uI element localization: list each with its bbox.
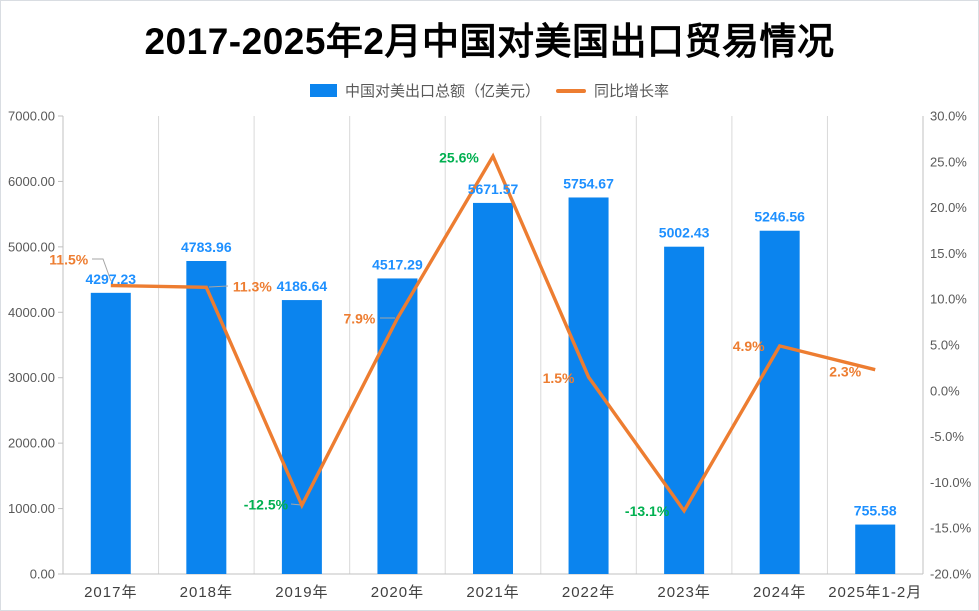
chart-legend: 中国对美出口总额（亿美元） 同比增长率 (1, 80, 978, 101)
left-axis-tick-label: 3000.00 (8, 370, 55, 385)
right-axis-tick-label: 20.0% (930, 200, 967, 215)
growth-rate-label: 25.6% (439, 149, 479, 165)
left-axis-tick-label: 0.00 (30, 567, 55, 582)
growth-rate-label: 7.9% (343, 310, 375, 326)
growth-rate-label: 4.9% (733, 338, 765, 354)
x-axis-category-label: 2017年 (84, 584, 137, 601)
growth-rate-label: 1.5% (543, 370, 575, 386)
growth-rate-label: -13.1% (625, 503, 670, 519)
x-axis-category-label: 2022年 (562, 584, 615, 601)
bar (90, 292, 131, 574)
left-axis-tick-label: 4000.00 (8, 305, 55, 320)
right-axis-tick-label: 30.0% (930, 109, 967, 124)
growth-rate-label: 11.5% (49, 251, 88, 267)
bar-value-label: 5671.57 (468, 181, 519, 197)
growth-rate-label: 2.3% (829, 364, 861, 380)
bar-value-label: 5002.43 (659, 225, 710, 241)
right-axis-tick-label: 0.0% (930, 383, 960, 398)
bar (281, 300, 322, 574)
bar (759, 230, 800, 574)
bar-value-label: 4186.64 (277, 278, 328, 294)
x-axis-category-label: 2019年 (275, 584, 328, 601)
bar-value-label: 5246.56 (754, 209, 805, 225)
bar (186, 260, 227, 574)
x-axis-category-label: 2021年 (466, 584, 519, 601)
right-axis-tick-label: -5.0% (930, 429, 964, 444)
bar-value-label: 4297.23 (85, 271, 136, 287)
growth-rate-label: 11.3% (233, 278, 272, 294)
right-axis-tick-label: 10.0% (930, 292, 967, 307)
left-axis-tick-label: 1000.00 (8, 501, 55, 516)
left-axis-tick-label: 2000.00 (8, 436, 55, 451)
right-axis-tick-label: -15.0% (930, 521, 972, 536)
bar-value-label: 4517.29 (372, 256, 423, 272)
bar (473, 202, 513, 574)
label-leader-line (92, 258, 112, 282)
right-axis-tick-label: -10.0% (930, 475, 972, 490)
line-series-swatch-icon (556, 88, 586, 93)
bar (664, 246, 705, 574)
x-axis-category-label: 2025年1-2月 (828, 584, 922, 601)
chart-title: 2017-2025年2月中国对美国出口贸易情况 (144, 21, 835, 62)
bar-value-label: 755.58 (854, 503, 897, 519)
x-axis-category-label: 2018年 (180, 584, 233, 601)
bar-series-label: 中国对美出口总额（亿美元） (344, 83, 540, 100)
label-leader-line (290, 503, 302, 506)
right-axis-tick-label: -20.0% (930, 567, 972, 582)
right-axis-tick-label: 5.0% (930, 338, 960, 353)
growth-rate-label: -12.5% (244, 496, 289, 512)
bar (568, 197, 609, 574)
x-axis-category-label: 2024年 (753, 584, 806, 601)
x-axis-category-label: 2020年 (371, 584, 424, 601)
bar (855, 524, 896, 574)
label-leader-line (208, 285, 229, 288)
x-axis-category-label: 2023年 (657, 584, 710, 601)
legend-item-bar-series: 中国对美出口总额（亿美元） (309, 80, 540, 101)
left-axis-tick-label: 5000.00 (8, 239, 55, 254)
left-axis-tick-label: 7000.00 (8, 109, 55, 124)
bar-series-swatch-icon (309, 84, 337, 97)
line-series-label: 同比增长率 (594, 83, 670, 100)
right-axis-tick-label: 15.0% (930, 246, 967, 261)
bar (377, 278, 418, 574)
growth-rate-line (110, 152, 876, 514)
left-axis-tick-label: 6000.00 (8, 174, 55, 189)
right-axis-tick-label: 25.0% (930, 154, 967, 169)
bar-value-label: 5754.67 (563, 175, 614, 191)
legend-item-line-series: 同比增长率 (556, 80, 669, 101)
bar-value-label: 4783.96 (181, 239, 232, 255)
